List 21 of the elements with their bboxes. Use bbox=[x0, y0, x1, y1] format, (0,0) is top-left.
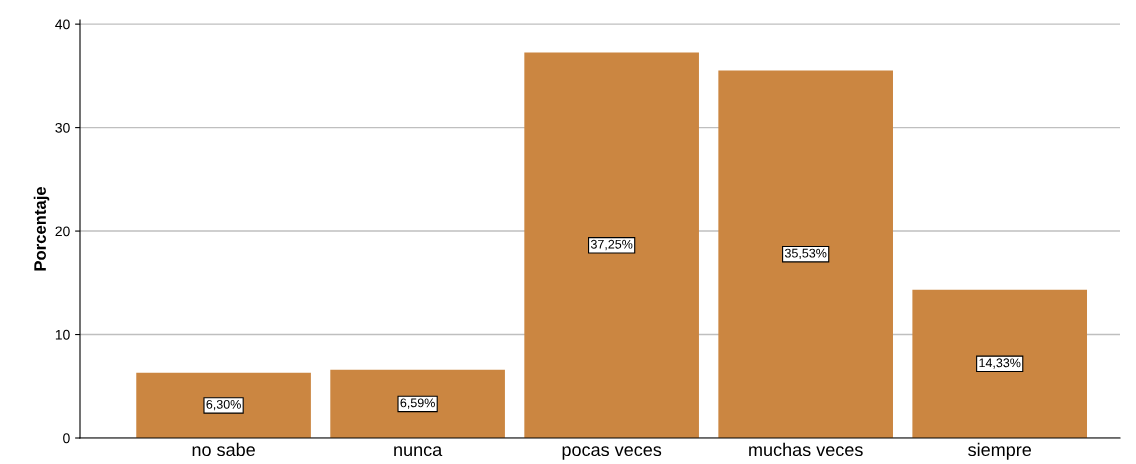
y-tick-label: 20 bbox=[55, 226, 70, 237]
y-tick-label: 40 bbox=[55, 19, 70, 30]
bar bbox=[718, 70, 893, 438]
y-tick-label: 0 bbox=[63, 433, 70, 444]
x-tick-label: pocas veces bbox=[562, 446, 662, 460]
y-tick-label: 30 bbox=[55, 122, 70, 133]
bar bbox=[136, 372, 311, 438]
x-tick-label: siempre bbox=[968, 442, 1032, 460]
data-label: 6,30% bbox=[206, 399, 241, 411]
bar bbox=[524, 52, 699, 438]
y-tick-label: 10 bbox=[55, 329, 70, 340]
y-axis-title: Porcentaje bbox=[33, 186, 50, 271]
data-label: 35,53% bbox=[784, 248, 827, 260]
x-tick-label: muchas veces bbox=[749, 442, 863, 457]
data-label: 14,33% bbox=[979, 358, 1021, 369]
x-tick-label: nunca bbox=[394, 446, 443, 457]
data-label: 6,59% bbox=[400, 398, 435, 409]
bar bbox=[912, 289, 1088, 438]
x-tick-label: no sabe bbox=[192, 442, 255, 457]
data-label: 37,25% bbox=[590, 239, 633, 251]
bar bbox=[330, 369, 505, 438]
